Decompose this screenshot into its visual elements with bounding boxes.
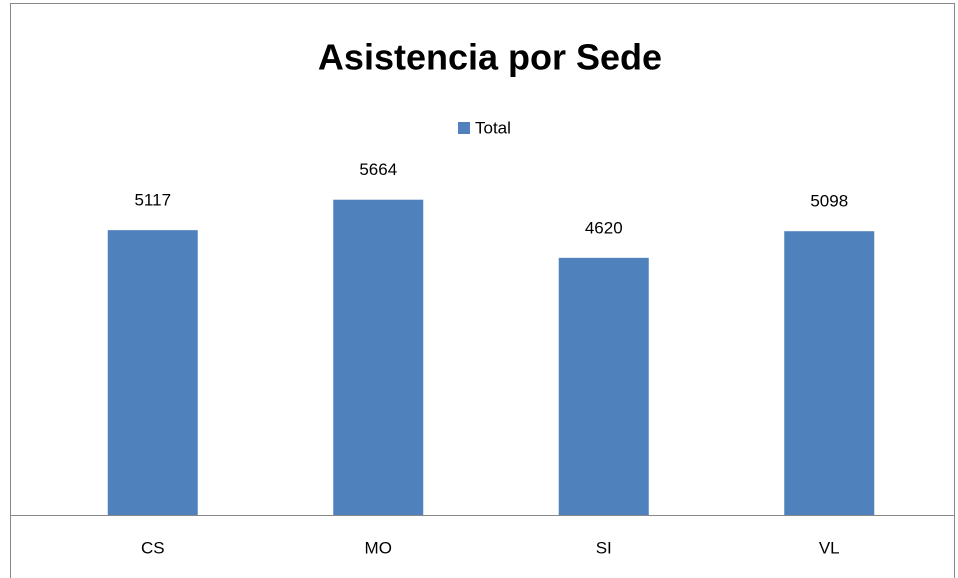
chart-title: Asistencia por Sede	[318, 37, 662, 78]
data-label: 5117	[134, 191, 171, 210]
bar	[784, 231, 875, 515]
x-tick-label: MO	[365, 538, 392, 557]
bar	[107, 230, 198, 515]
x-tick-label: SI	[596, 538, 612, 557]
data-label: 4620	[585, 218, 623, 237]
data-label: 5098	[810, 192, 848, 211]
bar	[558, 257, 649, 515]
legend-label: Total	[475, 118, 511, 137]
data-label: 5664	[359, 160, 397, 179]
legend-swatch	[458, 122, 470, 134]
x-tick-label: VL	[819, 538, 840, 557]
bar	[333, 199, 424, 516]
x-tick-label: CS	[141, 538, 165, 557]
